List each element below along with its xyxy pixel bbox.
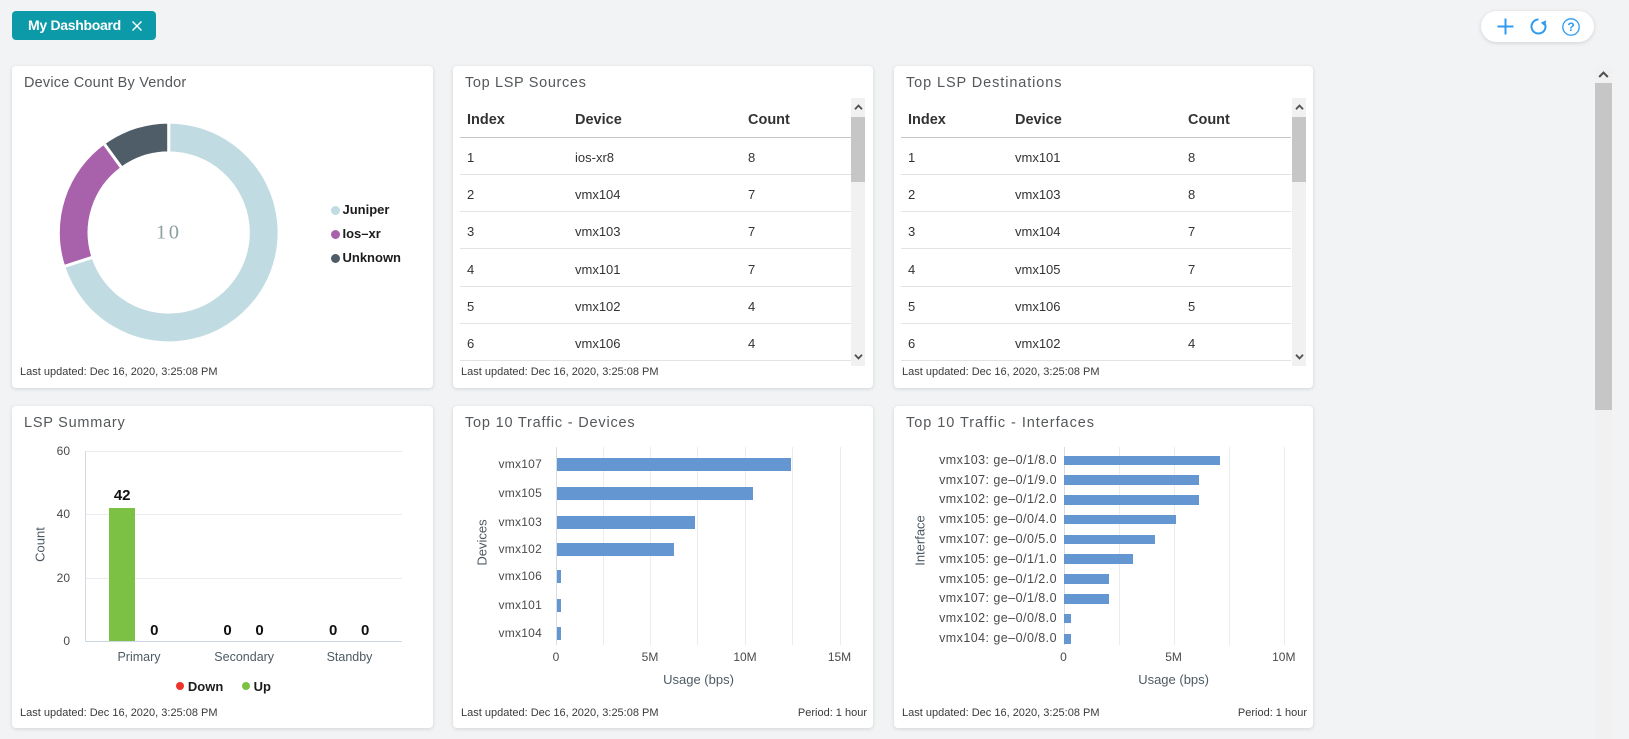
svg-text:10: 10 — [156, 222, 182, 244]
svg-text:?: ? — [1567, 20, 1574, 34]
